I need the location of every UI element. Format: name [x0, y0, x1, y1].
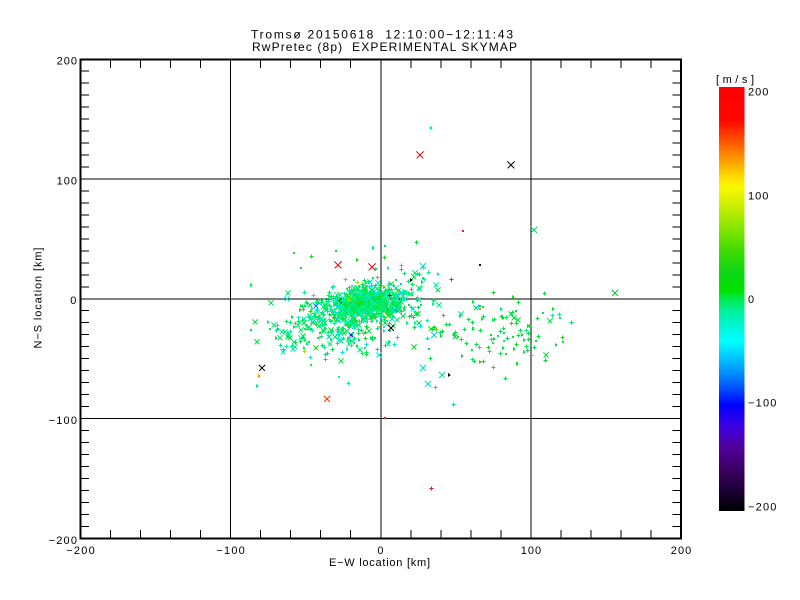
- svg-text:0: 0: [377, 545, 383, 557]
- svg-text:−100: −100: [49, 415, 77, 427]
- svg-text:−200: −200: [66, 545, 94, 557]
- svg-text:RwPretec (8p) EXPERIMENTAL SK: RwPretec (8p) EXPERIMENTAL SKYMAP: [252, 40, 517, 54]
- svg-text:E−W location [km]: E−W location [km]: [329, 557, 430, 569]
- svg-text:100: 100: [57, 175, 77, 187]
- svg-text:−100: −100: [216, 545, 244, 557]
- svg-text:−200: −200: [49, 535, 77, 547]
- svg-text:N−S location [km]: N−S location [km]: [33, 248, 45, 349]
- svg-text:100: 100: [521, 545, 541, 557]
- svg-text:200: 200: [57, 56, 77, 68]
- svg-text:Tromsø 20150618 12:10:00−12:1: Tromsø 20150618 12:10:00−12:11:43: [251, 28, 513, 42]
- svg-text:−200: −200: [748, 502, 776, 514]
- svg-text:0: 0: [70, 295, 76, 307]
- svg-text:−100: −100: [748, 398, 776, 410]
- svg-text:[m/s]: [m/s]: [716, 74, 754, 86]
- svg-text:100: 100: [748, 191, 768, 203]
- svg-text:0: 0: [748, 294, 754, 306]
- svg-text:200: 200: [748, 87, 768, 99]
- svg-text:200: 200: [671, 545, 691, 557]
